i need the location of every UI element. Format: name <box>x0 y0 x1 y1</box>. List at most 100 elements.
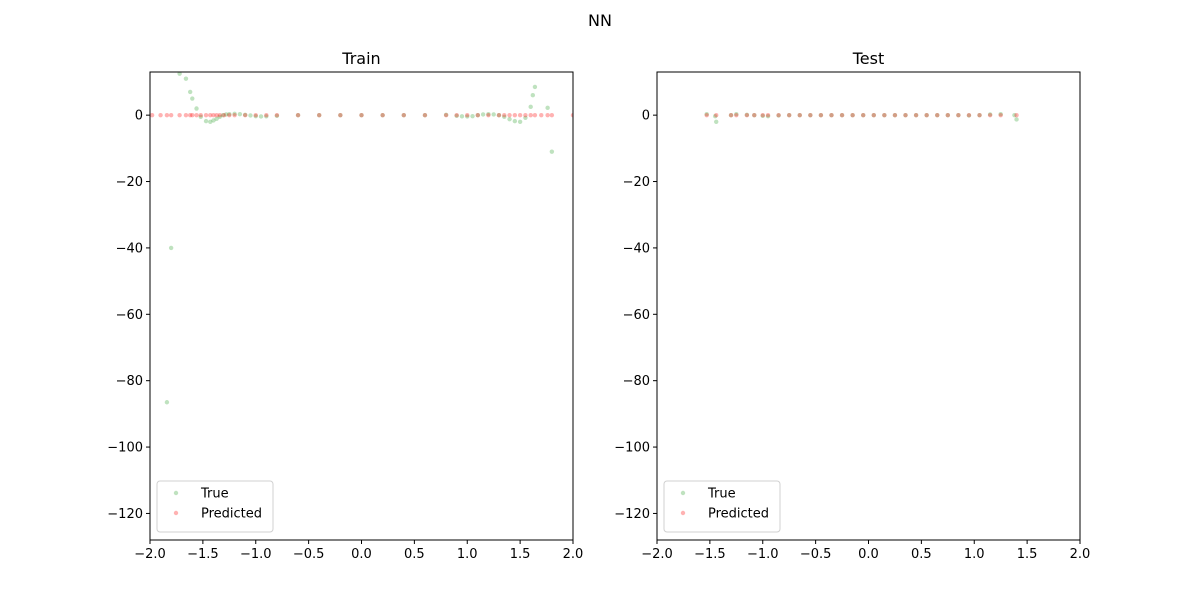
x-tick-label: −1.0 <box>240 547 272 562</box>
axes-frame <box>149 71 574 541</box>
true-point <box>512 118 518 124</box>
panel-title: Train <box>341 49 380 68</box>
true-point <box>523 115 528 121</box>
predicted-point <box>850 112 855 118</box>
predicted-point <box>177 112 182 118</box>
x-tick-label: 0.0 <box>351 547 372 562</box>
true-point <box>545 105 550 111</box>
true-point <box>776 113 781 118</box>
y-tick-label: −20 <box>116 175 143 190</box>
true-point <box>892 112 898 118</box>
x-tick-label: 1.5 <box>1017 547 1038 562</box>
true-point <box>454 113 459 119</box>
true-legend-label: True <box>707 487 736 502</box>
predicted-point <box>422 112 428 118</box>
true-point <box>987 112 993 117</box>
y-tick-label: 0 <box>135 109 143 124</box>
predicted-point <box>208 112 213 118</box>
predicted-point <box>861 112 866 118</box>
predicted-point <box>475 112 481 118</box>
x-tick-label: 1.5 <box>510 547 531 562</box>
true-point <box>177 72 182 76</box>
true-point <box>486 111 491 117</box>
true-point <box>502 114 507 120</box>
y-tick-label: −80 <box>623 374 650 389</box>
true-point <box>274 113 280 119</box>
true-point <box>208 119 213 124</box>
true-point <box>850 112 855 118</box>
true-point <box>459 114 465 119</box>
predicted-point <box>977 112 982 118</box>
true-point <box>164 400 170 405</box>
predicted-point <box>232 112 237 118</box>
predicted-point <box>187 112 193 118</box>
predicted-point <box>549 112 555 118</box>
x-tick-label: 2.0 <box>1070 547 1091 562</box>
predicted-point <box>528 112 533 118</box>
true-point <box>1014 117 1019 122</box>
predicted-point <box>839 112 845 118</box>
predicted-point <box>264 112 269 118</box>
predicted-point <box>203 112 209 118</box>
true-point <box>496 112 502 118</box>
predicted-point <box>317 112 322 118</box>
true-point <box>422 112 428 118</box>
predicted-point <box>966 112 972 118</box>
true-point <box>935 112 940 118</box>
true-point <box>168 245 174 251</box>
true-point <box>359 112 364 118</box>
predicted-point <box>871 112 876 118</box>
plot-area <box>150 72 573 405</box>
true-point <box>232 111 237 117</box>
true-point <box>808 112 813 118</box>
predicted-point <box>295 112 301 118</box>
x-tick-label: −1.5 <box>187 547 219 562</box>
predicted-point <box>539 112 544 118</box>
true-point <box>380 112 385 118</box>
true-point <box>861 112 866 118</box>
true-point <box>214 116 219 122</box>
predicted-point <box>829 112 834 118</box>
true-point <box>818 112 824 118</box>
predicted-point <box>882 112 887 118</box>
predicted-point <box>380 112 385 118</box>
x-tick-label: 1.0 <box>964 547 985 562</box>
true-point <box>217 114 222 120</box>
predicted-point <box>956 112 961 118</box>
predicted-point <box>570 112 573 118</box>
true-point <box>1012 112 1017 118</box>
predicted-point <box>164 112 170 118</box>
true-point <box>223 112 229 117</box>
true-point <box>977 112 982 118</box>
predicted-point <box>744 112 750 118</box>
predicted-point <box>274 112 280 118</box>
predicted-point <box>214 112 219 118</box>
axes-frame <box>656 71 1081 541</box>
predicted-point <box>808 112 813 118</box>
predicted-point <box>786 112 792 118</box>
true-point <box>183 76 189 81</box>
train-panel: Train −2.0 −1.5 −1.0 −0.5 0.0 0.5 1.0 1.5 2.0 0 −20… <box>107 49 583 562</box>
y-tick-label: −40 <box>116 241 143 256</box>
true-point <box>187 89 193 95</box>
y-tick-label: −100 <box>614 441 650 456</box>
predicted-point <box>892 112 898 118</box>
predicted-point <box>502 112 507 118</box>
x-tick-label: −1.0 <box>747 547 779 562</box>
predicted-point <box>443 112 449 118</box>
x-tick-label: 0.5 <box>404 547 425 562</box>
true-point <box>752 112 757 118</box>
true-point <box>704 111 709 117</box>
true-point <box>190 96 195 101</box>
true-point <box>317 112 322 118</box>
true-point <box>248 113 253 118</box>
predicted-point <box>198 112 203 118</box>
y-tick-label: −120 <box>614 507 650 522</box>
predicted-point <box>507 112 512 118</box>
legend-box <box>156 480 274 533</box>
predicted-point <box>359 112 364 118</box>
true-point <box>470 113 475 119</box>
predicted-point <box>486 112 491 118</box>
true-point <box>714 119 719 124</box>
